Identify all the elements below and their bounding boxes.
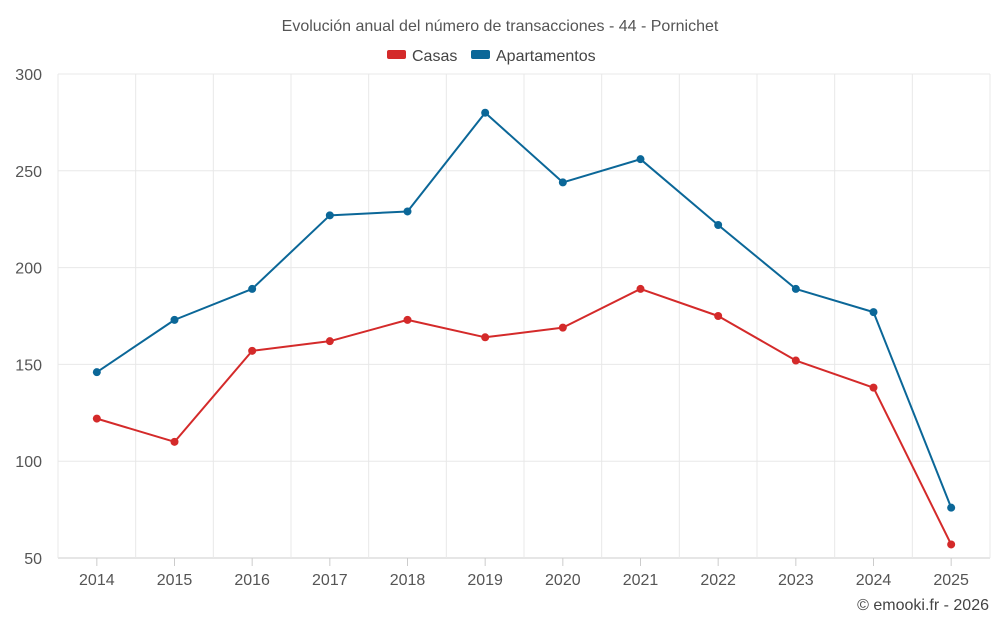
x-tick-label: 2015 [157,572,193,589]
data-point-apartamentos-2018[interactable] [403,207,412,216]
data-point-casas-2021[interactable] [636,284,645,293]
x-tick-label: 2022 [700,572,736,589]
data-point-casas-2019[interactable] [481,333,490,342]
legend: Casas Apartamentos [387,48,596,65]
x-tick-label: 2014 [79,572,115,589]
series-line-apartamentos [96,111,953,509]
x-tick-label: 2017 [312,572,348,589]
x-tick-label: 2018 [390,572,426,589]
chart-title: Evolución anual del número de transaccio… [282,18,719,35]
gridlines [57,73,991,559]
legend-swatch-casas [387,50,406,59]
y-tick-label: 200 [15,261,42,278]
data-point-casas-2018[interactable] [403,315,412,324]
legend-swatch-apartamentos [471,50,490,59]
data-point-casas-2025[interactable] [947,540,956,549]
x-tick-label: 2024 [856,572,892,589]
data-point-apartamentos-2024[interactable] [869,308,878,317]
data-point-apartamentos-2014[interactable] [92,368,101,377]
data-point-apartamentos-2019[interactable] [481,108,490,117]
y-tick-label: 150 [15,357,42,374]
data-point-casas-2024[interactable] [869,383,878,392]
x-tick-label: 2025 [933,572,969,589]
data-point-casas-2016[interactable] [248,346,257,355]
data-point-casas-2022[interactable] [714,312,723,320]
data-point-apartamentos-2025[interactable] [947,503,956,512]
y-axis-ticks: 50 100 150 200 250 300 [15,67,42,568]
x-tick-label: 2019 [467,572,503,589]
y-tick-label: 50 [24,551,42,568]
data-point-apartamentos-2015[interactable] [170,315,179,324]
data-point-apartamentos-2023[interactable] [791,284,800,293]
data-point-casas-2023[interactable] [791,356,800,365]
data-point-casas-2014[interactable] [92,414,101,423]
series-apartamentos [92,108,956,512]
data-point-apartamentos-2016[interactable] [248,284,257,293]
data-point-casas-2015[interactable] [170,437,179,446]
y-tick-label: 300 [15,67,42,84]
credit-text: © emooki.fr - 2026 [857,597,989,614]
series-casas [92,284,956,549]
legend-label-apartamentos: Apartamentos [496,48,596,65]
series [92,108,956,549]
legend-label-casas: Casas [412,48,457,65]
data-point-apartamentos-2017[interactable] [325,211,334,220]
x-axis-ticks: 2014 2015 2016 2017 2018 2019 2020 2021 2022 2023… [79,558,969,589]
legend-item-apartamentos[interactable]: Apartamentos [471,48,596,65]
y-tick-label: 250 [15,164,42,181]
x-tick-label: 2016 [234,572,270,589]
y-tick-label: 100 [15,454,42,471]
legend-item-casas[interactable]: Casas [387,48,457,65]
x-tick-label: 2020 [545,572,581,589]
data-point-apartamentos-2021[interactable] [636,155,645,164]
data-point-casas-2017[interactable] [325,337,334,346]
data-point-casas-2020[interactable] [558,323,567,332]
x-tick-label: 2023 [778,572,814,589]
data-point-apartamentos-2022[interactable] [714,221,723,230]
data-point-apartamentos-2020[interactable] [558,178,567,187]
series-line-casas [96,287,953,545]
x-tick-label: 2021 [623,572,659,589]
